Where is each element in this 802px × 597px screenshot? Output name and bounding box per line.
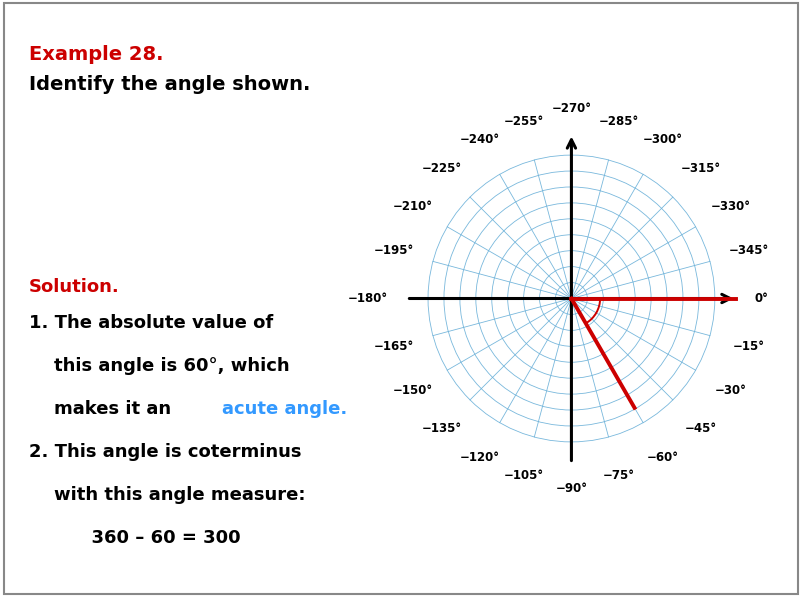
- Text: Identify the angle shown.: Identify the angle shown.: [29, 75, 310, 94]
- Text: this angle is 60°, which: this angle is 60°, which: [29, 357, 290, 375]
- Text: −300°: −300°: [643, 133, 683, 146]
- Text: −285°: −285°: [599, 115, 639, 128]
- Text: Example 28.: Example 28.: [29, 45, 164, 64]
- Text: −165°: −165°: [374, 340, 415, 352]
- Text: 1. The absolute value of: 1. The absolute value of: [29, 314, 273, 332]
- Text: −315°: −315°: [681, 162, 721, 175]
- Text: 0°: 0°: [755, 292, 769, 305]
- Text: −240°: −240°: [460, 133, 500, 146]
- Text: −75°: −75°: [603, 469, 635, 482]
- Text: −210°: −210°: [392, 200, 432, 213]
- Text: with this angle measure:: with this angle measure:: [29, 486, 306, 504]
- Text: −120°: −120°: [460, 451, 500, 464]
- Text: −105°: −105°: [504, 469, 544, 482]
- Text: acute angle.: acute angle.: [221, 400, 346, 418]
- Text: −270°: −270°: [552, 102, 591, 115]
- Text: −15°: −15°: [733, 340, 765, 352]
- Text: Solution.: Solution.: [29, 278, 120, 296]
- Text: −345°: −345°: [728, 245, 769, 257]
- Text: −195°: −195°: [374, 245, 415, 257]
- Text: 360 – 60 = 300: 360 – 60 = 300: [29, 529, 241, 547]
- Text: −135°: −135°: [422, 422, 462, 435]
- Text: −45°: −45°: [685, 422, 717, 435]
- Text: −90°: −90°: [556, 482, 587, 495]
- Text: −30°: −30°: [715, 384, 747, 397]
- Text: −225°: −225°: [422, 162, 462, 175]
- Text: −60°: −60°: [647, 451, 679, 464]
- Text: 2. This angle is coterminus: 2. This angle is coterminus: [29, 443, 302, 461]
- Text: −150°: −150°: [392, 384, 432, 397]
- Text: makes it an: makes it an: [29, 400, 177, 418]
- Text: −180°: −180°: [348, 292, 388, 305]
- Text: −330°: −330°: [711, 200, 751, 213]
- Text: −255°: −255°: [504, 115, 544, 128]
